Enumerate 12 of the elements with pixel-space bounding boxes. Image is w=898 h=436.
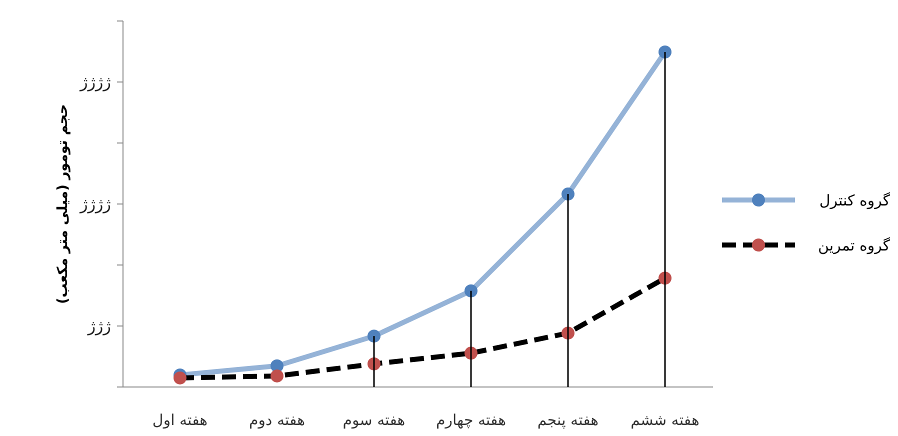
x-tick-label: هفته دوم xyxy=(248,411,306,429)
x-tick-label: هفته ششم xyxy=(630,411,700,429)
x-tick-label: هفته سوم xyxy=(342,411,406,429)
legend-label: گروه کنترل xyxy=(819,191,891,210)
text: ژژژژ xyxy=(79,72,112,92)
legend-label: گروه تمرین xyxy=(818,236,891,254)
x-tick-label: هفته پنجم xyxy=(537,411,599,429)
y-axis-title: حجم تومور (میلی متر مکعب) xyxy=(54,104,71,304)
x-tick-label: هفته چهارم xyxy=(436,411,506,429)
text: ژژژ xyxy=(86,316,112,336)
x-tick-label: هفته اول xyxy=(152,411,208,429)
text: ژژژژ xyxy=(79,194,112,214)
